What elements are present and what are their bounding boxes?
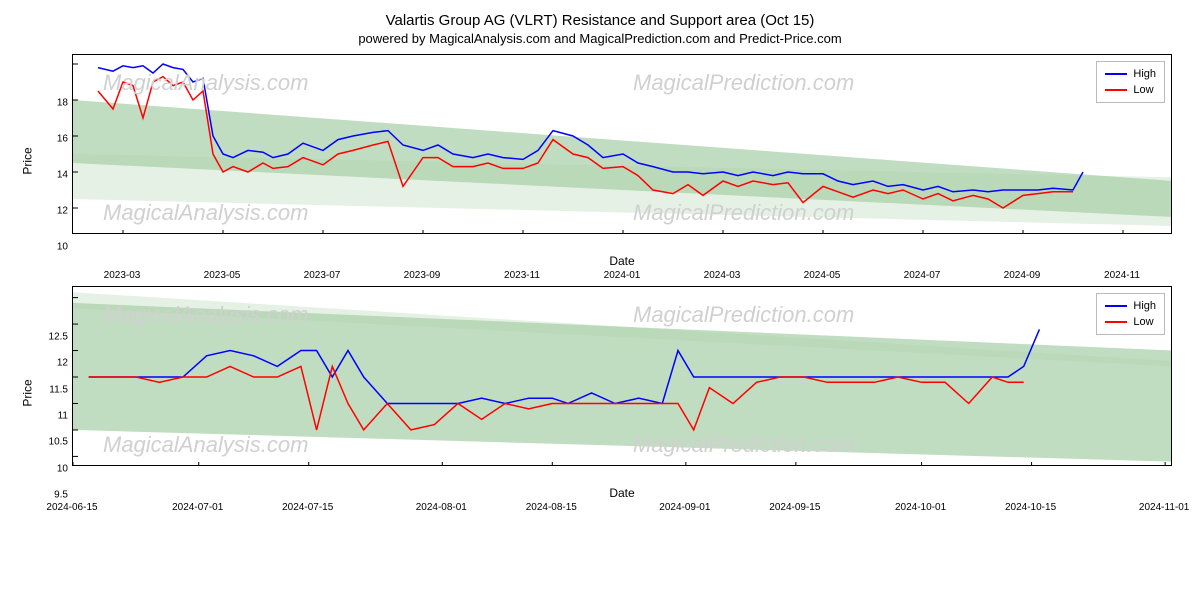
x-tick-label: 2023-11 (504, 270, 540, 281)
chart-container: Valartis Group AG (VLRT) Resistance and … (0, 0, 1200, 600)
x-tick-label: 2024-07 (904, 270, 941, 281)
y-tick-label: 14 (32, 170, 68, 181)
legend-label: Low (1133, 314, 1153, 330)
y-tick-label: 10 (32, 242, 68, 253)
legend-line-icon (1105, 321, 1127, 323)
bottom-chart-block: Price MagicalAnalysis.com MagicalPredict… (72, 286, 1172, 500)
x-tick-label: 2024-08-15 (526, 502, 577, 513)
top-plot-area: MagicalAnalysis.com MagicalPrediction.co… (72, 54, 1172, 234)
bottom-y-ticks: 9.5 10 10.5 11 11.5 12 12.5 (32, 286, 68, 500)
x-tick-label: 2024-06-15 (46, 502, 97, 513)
legend-item: Low (1105, 82, 1156, 98)
x-tick-label: 2024-09 (1004, 270, 1041, 281)
y-tick-label: 10 (32, 463, 68, 474)
main-title: Valartis Group AG (VLRT) Resistance and … (12, 12, 1188, 29)
legend-item: High (1105, 298, 1156, 314)
legend-line-icon (1105, 305, 1127, 307)
y-tick-label: 9.5 (32, 490, 68, 501)
legend-label: High (1133, 66, 1156, 82)
legend-line-icon (1105, 73, 1127, 75)
x-tick-label: 2024-07-01 (172, 502, 223, 513)
y-tick-label: 11 (32, 411, 68, 422)
y-tick-label: 12 (32, 206, 68, 217)
bottom-x-ticks: 2024-06-152024-07-012024-07-152024-08-01… (72, 502, 1172, 518)
subtitle: powered by MagicalAnalysis.com and Magic… (12, 31, 1188, 46)
y-tick-label: 10.5 (32, 437, 68, 448)
top-x-ticks: 2023-03 2023-05 2023-07 2023-09 2023-11 2024-… (72, 270, 1172, 286)
top-legend: HighLow (1096, 61, 1165, 103)
bottom-legend: HighLow (1096, 293, 1165, 335)
x-tick-label: 2024-01 (604, 270, 641, 281)
legend-label: High (1133, 298, 1156, 314)
bottom-plot-area: MagicalAnalysis.com MagicalPrediction.co… (72, 286, 1172, 466)
x-tick-label: 2023-09 (404, 270, 441, 281)
x-tick-label: 2024-09-01 (659, 502, 710, 513)
top-y-ticks: 10 12 14 16 18 (32, 54, 68, 268)
y-tick-label: 12 (32, 358, 68, 369)
x-tick-label: 2024-10-01 (895, 502, 946, 513)
x-tick-label: 2024-11 (1104, 270, 1140, 281)
x-tick-label: 2023-07 (304, 270, 341, 281)
bottom-svg (73, 287, 1172, 466)
x-tick-label: 2024-05 (804, 270, 841, 281)
legend-item: High (1105, 66, 1156, 82)
x-tick-label: 2023-03 (104, 270, 141, 281)
legend-item: Low (1105, 314, 1156, 330)
legend-label: Low (1133, 82, 1153, 98)
y-tick-label: 11.5 (32, 384, 68, 395)
top-x-axis-label: Date (72, 254, 1172, 268)
y-tick-label: 18 (32, 98, 68, 109)
bottom-x-axis-label: Date (72, 486, 1172, 500)
legend-line-icon (1105, 89, 1127, 91)
x-tick-label: 2024-11-01 (1139, 502, 1189, 513)
x-tick-label: 2024-10-15 (1005, 502, 1056, 513)
x-tick-label: 2023-05 (204, 270, 241, 281)
x-tick-label: 2024-09-15 (769, 502, 820, 513)
x-tick-label: 2024-08-01 (416, 502, 467, 513)
y-tick-label: 12.5 (32, 331, 68, 342)
top-chart-block: Price MagicalAnalysis.com MagicalPredict… (72, 54, 1172, 268)
x-tick-label: 2024-03 (704, 270, 741, 281)
x-tick-label: 2024-07-15 (282, 502, 333, 513)
y-tick-label: 16 (32, 134, 68, 145)
top-svg (73, 55, 1172, 234)
